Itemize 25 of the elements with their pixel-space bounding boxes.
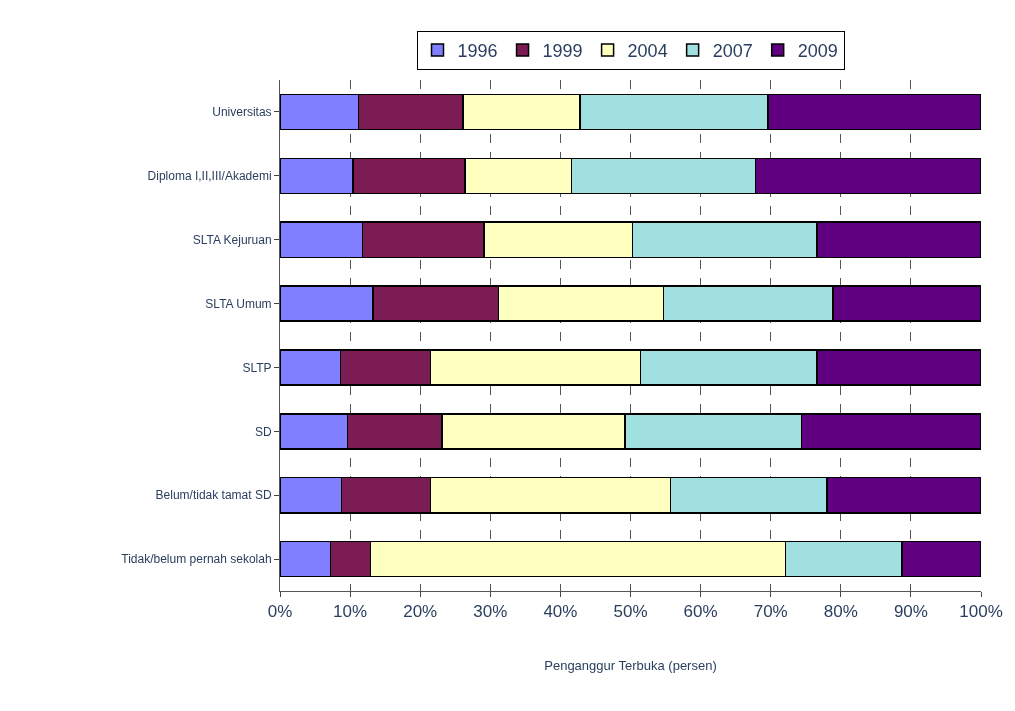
x-tick-label: 50% — [613, 602, 648, 622]
y-tick-label: Diploma I,II,III/Akademi — [147, 169, 272, 184]
legend-label: 2009 — [797, 41, 838, 61]
x-axis-title: Penganggur Terbuka (persen) — [544, 658, 717, 673]
x-tick-label: 40% — [543, 602, 578, 622]
x-tick-label: 10% — [333, 602, 368, 622]
x-tick-label: 20% — [403, 602, 438, 622]
y-tick-label: Belum/tidak tamat SD — [155, 488, 272, 503]
y-tick-label: Universitas — [212, 105, 272, 120]
x-tick-label: 60% — [683, 602, 718, 622]
y-tick-label: SLTA Umum — [205, 296, 272, 311]
x-tick-label: 0% — [267, 602, 293, 622]
x-tick-label: 100% — [959, 602, 1003, 622]
legend-label: 1999 — [542, 41, 583, 61]
y-tick-label: SLTP — [242, 360, 272, 375]
x-tick-label: 70% — [753, 602, 788, 622]
x-tick-label: 90% — [893, 602, 928, 622]
legend-label: 2007 — [712, 41, 753, 61]
x-tick-label: 30% — [473, 602, 508, 622]
y-tick-label: Tidak/belum pernah sekolah — [121, 552, 272, 567]
legend-label: 2004 — [627, 41, 668, 61]
y-tick-label: SLTA Kejuruan — [192, 232, 272, 247]
x-tick-label: 80% — [823, 602, 858, 622]
legend-label: 1996 — [457, 41, 498, 61]
y-tick-label: SD — [254, 424, 272, 439]
